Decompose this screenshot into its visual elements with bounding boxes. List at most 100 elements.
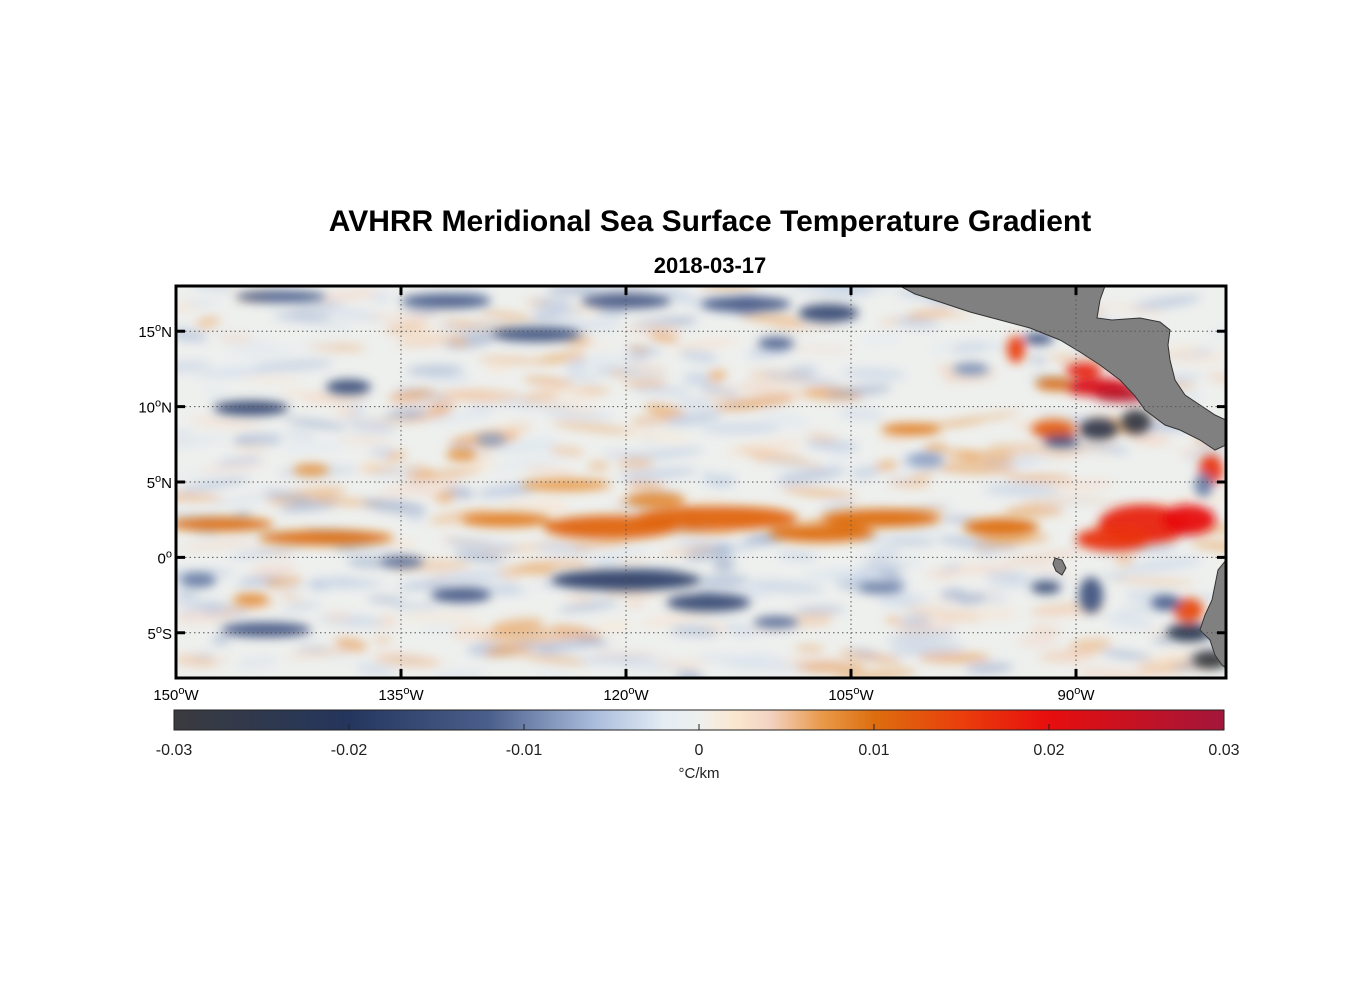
warm-gradient-front [1076,527,1151,552]
gradient-texture-blob [468,404,497,412]
gradient-texture-blob [731,629,791,640]
lat-tick-label: 15oN [138,322,172,341]
gradient-texture-blob [262,490,313,503]
gradient-texture-blob [631,386,693,395]
gradient-texture-blob [724,439,803,457]
gradient-texture-blob [642,422,668,429]
gradient-texture-blob [570,539,631,549]
warm-gradient-front [1007,335,1025,363]
cold-gradient-front [476,433,506,446]
gradient-texture-blob [239,376,302,383]
gradient-texture-blob [237,657,278,667]
gradient-texture-blob [1121,557,1202,574]
gradient-texture-blob [216,455,263,467]
gradient-texture-blob [401,613,482,622]
cold-gradient-front [701,296,791,312]
warm-gradient-front [821,509,941,528]
gradient-texture-blob [656,659,707,669]
cold-gradient-front [753,616,799,629]
gradient-texture-blob [226,344,290,356]
gradient-texture-blob [626,447,705,460]
gradient-texture-blob [863,333,900,346]
gradient-texture-blob [938,463,1018,474]
gradient-texture-blob [1104,572,1128,579]
gradient-texture-blob [1144,629,1169,636]
gradient-texture-blob [282,602,321,612]
gradient-texture-blob [176,588,199,598]
gradient-texture-blob [669,625,720,637]
map-panel [176,286,1226,678]
gradient-texture-blob [958,450,1016,463]
gradient-texture-blob [370,468,423,477]
gradient-texture-blob [204,388,229,400]
gradient-texture-blob [687,498,728,505]
gradient-texture-blob [695,654,762,664]
cold-gradient-front [666,593,751,612]
gradient-texture-blob [548,446,585,456]
gradient-texture-blob [357,670,400,676]
gradient-texture-blob [176,361,212,372]
colorbar-tick-label: 0 [695,742,704,759]
gradient-texture-blob [978,343,1014,350]
gradient-texture-blob [495,438,560,455]
gradient-texture-blob [621,430,690,442]
lon-tick-label: 90oW [1058,685,1096,704]
warm-gradient-front [1161,504,1216,535]
colorbar-tick-label: -0.02 [331,742,368,759]
gradient-texture-blob [198,462,266,473]
cold-gradient-front [213,400,289,416]
warm-gradient-front [1035,377,1072,391]
gradient-texture-blob [367,596,406,604]
cold-gradient-front [1043,435,1079,448]
gradient-texture-blob [585,548,650,562]
gradient-texture-blob [524,465,577,479]
gradient-texture-blob [891,317,940,328]
gradient-texture-blob [373,655,440,667]
cold-gradient-front [180,572,217,588]
gradient-texture-blob [828,450,850,463]
gradient-texture-blob [788,346,853,352]
gradient-texture-blob [1066,442,1130,454]
gradient-texture-blob [983,576,1067,590]
gradient-texture-blob [178,605,219,615]
gradient-texture-blob [176,600,230,607]
gradient-texture-blob [428,509,493,524]
gradient-texture-blob [589,650,664,657]
gradient-texture-blob [209,493,280,506]
gradient-texture-blob [384,539,418,550]
gradient-texture-blob [566,361,588,371]
cold-gradient-front [1079,576,1103,614]
gradient-texture-blob [1103,304,1165,315]
gradient-texture-blob [874,460,899,472]
colorbar-tick-label: -0.01 [506,742,543,759]
gradient-texture-blob [627,346,649,352]
gradient-texture-blob [882,538,937,545]
page-title: AVHRR Meridional Sea Surface Temperature… [328,205,1092,238]
cold-gradient-front [401,293,491,309]
gradient-texture-blob [449,335,470,347]
gradient-texture-blob [908,523,947,534]
gradient-texture-blob [384,321,428,334]
gradient-texture-blob [1005,474,1074,482]
gradient-texture-blob [290,302,344,309]
cold-gradient-front [1031,581,1061,594]
gradient-texture-blob [334,409,358,417]
gradient-texture-blob [746,653,787,664]
warm-gradient-front [258,530,394,546]
warm-gradient-front [768,524,874,543]
gradient-texture-blob [791,612,834,627]
gradient-texture-blob [176,431,194,438]
gradient-texture-blob [983,483,1061,497]
land-layer [899,286,1226,669]
gradient-texture-blob [1111,577,1195,585]
gradient-texture-blob [431,391,497,401]
gradient-texture-blob [794,645,826,652]
gradient-texture-blob [1003,454,1056,467]
gradient-texture-blob [616,556,652,567]
lon-tick-label: 105oW [828,685,874,704]
warm-gradient-front [293,463,329,476]
gradient-texture-blob [176,471,229,478]
lon-tick-label: 120oW [603,685,649,704]
gradient-texture-blob [965,662,1014,674]
